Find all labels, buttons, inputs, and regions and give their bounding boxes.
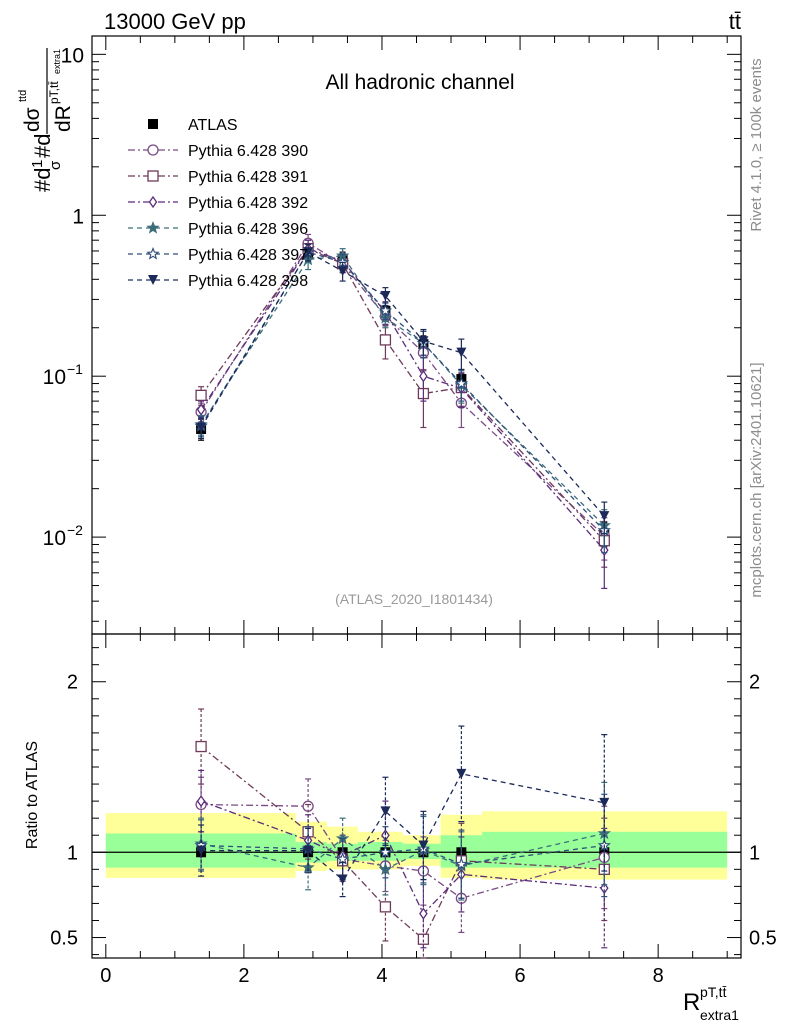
- x-tick-label: 8: [653, 965, 664, 987]
- series-pythia-6-428-398: [196, 243, 610, 535]
- ratio-panel: 0.5 0.5 1 1 2 2 0 2 4 6 8: [50, 633, 777, 987]
- series-line: [200, 247, 605, 551]
- legend-marker: [147, 144, 159, 156]
- process-label: tt̄: [729, 9, 741, 34]
- legend-label: Pythia 6.428 392: [188, 195, 308, 212]
- mcplots-label: mcplots.cern.ch [arXiv:2401.10621]: [748, 362, 765, 597]
- ratio-point: [196, 845, 207, 856]
- ratio-point: [419, 907, 428, 920]
- data-point: [380, 290, 391, 301]
- legend-marker: [148, 195, 158, 209]
- legend-label: Pythia 6.428 391: [188, 169, 308, 186]
- y-tick-exponent: −2: [67, 522, 83, 538]
- x-tick-label: 2: [238, 965, 249, 987]
- series-line: [200, 247, 605, 542]
- ratio-y-tick-label: 0.5: [50, 928, 78, 950]
- ylabel-denominator-sup: pT,tt̄: [47, 81, 61, 104]
- main-y-label: #d 1 σ #d dσ ttd dR pT,tt̄ extra1: [17, 48, 75, 192]
- legend-label: Pythia 6.428 396: [188, 221, 308, 238]
- ratio-point: [599, 797, 610, 808]
- series-line: [200, 251, 605, 517]
- series-line: [200, 251, 605, 531]
- y-tick-label: 10: [43, 366, 66, 389]
- series-atlas: [196, 244, 610, 548]
- ylabel-frac1-den: σ: [47, 160, 64, 170]
- y-tick-label: 10: [61, 44, 84, 67]
- legend-label: Pythia 6.428 398: [188, 273, 308, 290]
- x-tick-label: 6: [515, 965, 526, 987]
- energy-label: 13000 GeV pp: [104, 9, 246, 34]
- ylabel-hash-d: #d: [30, 134, 55, 158]
- legend-label: Pythia 6.428 397: [188, 247, 308, 264]
- ratio-y-tick-label: 2: [67, 672, 78, 694]
- ylabel-denominator-sub: extra1: [52, 49, 62, 74]
- xlabel-sup: pT,tt̄: [700, 984, 727, 1000]
- ylabel-denominator: dR: [52, 105, 75, 132]
- ratio-y-label: Ratio to ATLAS: [24, 741, 41, 849]
- xlabel-main: R: [683, 989, 700, 1016]
- ratio-y-tick-label-right: 1: [749, 842, 760, 864]
- y-tick-exponent: −1: [67, 361, 83, 377]
- y-tick-label: 1: [72, 205, 84, 228]
- y-tick-label: 10: [43, 527, 66, 550]
- legend-label: ATLAS: [188, 117, 238, 134]
- data-point: [419, 370, 428, 383]
- data-point: [379, 334, 392, 346]
- data-point: [454, 376, 469, 390]
- ratio-point: [417, 933, 430, 945]
- x-axis-label: R pT,tt̄ extra1: [683, 984, 739, 1023]
- series-pythia-6-428-397: [194, 243, 611, 554]
- ratio-y-tick-label-right: 0.5: [749, 928, 777, 950]
- data-point: [337, 266, 348, 277]
- ratio-point: [196, 794, 206, 808]
- ratio-y-tick-label: 1: [67, 842, 78, 864]
- ylabel-frac1: 1: [29, 160, 46, 168]
- legend-marker: [146, 220, 160, 234]
- legend-marker: [146, 246, 160, 260]
- ratio-point: [303, 845, 314, 856]
- data-point: [456, 347, 467, 358]
- data-point: [599, 511, 610, 522]
- ylabel-numerator-sup: ttd: [17, 90, 29, 102]
- series-pythia-6-428-396: [194, 248, 611, 547]
- ratio-point: [418, 840, 429, 851]
- xlabel-sub: extra1: [700, 1007, 739, 1023]
- data-point: [196, 422, 207, 433]
- ylabel-numerator: dσ: [21, 107, 44, 132]
- ratio-point: [379, 901, 392, 913]
- legend-marker: [147, 170, 159, 182]
- ratio-point: [600, 881, 609, 895]
- ratio-point: [335, 852, 350, 865]
- ratio-point: [195, 740, 207, 753]
- legend-marker: [148, 119, 158, 129]
- data-point: [303, 247, 314, 258]
- ratio-point: [337, 874, 348, 885]
- ratio-series-pythia-6-428-398: [196, 725, 610, 898]
- series-line: [200, 255, 605, 526]
- data-point: [418, 336, 429, 347]
- data-point: [195, 389, 207, 402]
- ratio-point: [456, 768, 467, 779]
- ratio-point: [380, 806, 391, 817]
- ratio-y-tick-label-right: 2: [749, 672, 760, 694]
- analysis-label: (ATLAS_2020_I1801434): [335, 591, 493, 607]
- legend-label: Pythia 6.428 390: [188, 143, 308, 160]
- ratio-point: [454, 857, 469, 870]
- x-tick-label: 4: [376, 965, 387, 987]
- legend-marker: [148, 275, 158, 285]
- ratio-frame: [91, 633, 742, 959]
- x-tick-label: 0: [100, 965, 111, 987]
- ylabel-prefix: #d: [30, 168, 55, 192]
- series-pythia-6-428-392: [196, 239, 609, 590]
- data-point: [196, 403, 206, 416]
- data-point: [378, 303, 393, 317]
- ratio-point: [378, 845, 393, 858]
- chart-title: All hadronic channel: [325, 71, 514, 94]
- legend: ATLAS Pythia 6.428 390 Pythia 6.428 391 Pyt…: [128, 117, 308, 290]
- rivet-label: Rivet 4.1.0, ≥ 100k events: [748, 58, 765, 231]
